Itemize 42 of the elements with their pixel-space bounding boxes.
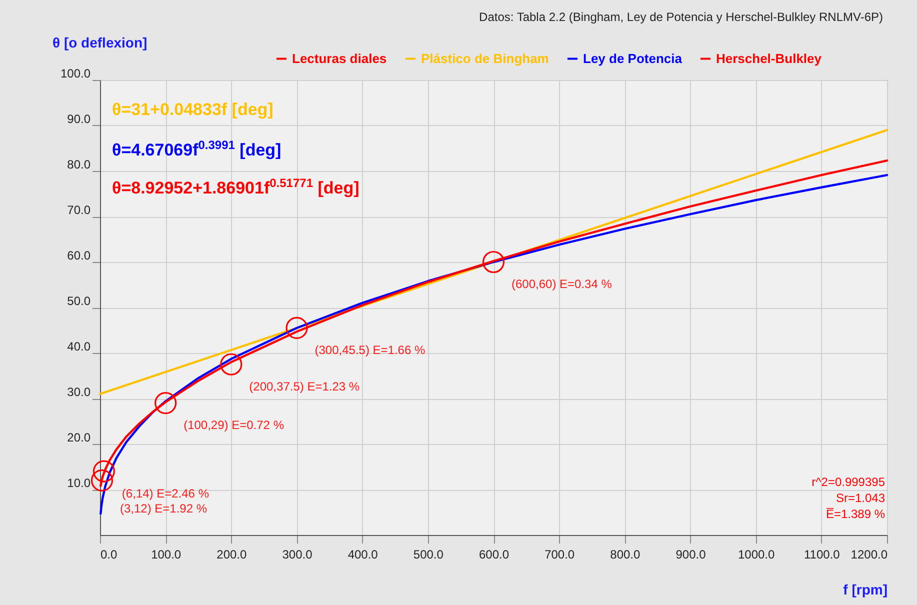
y-tick-label: 80.0 <box>67 158 91 172</box>
annotation: (200,37.5) E=1.23 % <box>249 379 360 394</box>
y-tick-label: 90.0 <box>67 112 91 126</box>
x-tick-label: 1100.0 <box>804 548 840 562</box>
annotation: θ=8.92952+1.86901f$^{0.51771}$ [deg] <box>112 176 360 199</box>
annotation: r^2=0.999395 <box>812 475 885 489</box>
annotation: (3,12) E=1.92 % <box>120 501 208 516</box>
annotation: (100,29) E=0.72 % <box>184 418 284 432</box>
x-tick-label: 500.0 <box>413 548 444 562</box>
x-tick-label: 800.0 <box>610 548 641 562</box>
legend-label: Lecturas diales <box>292 50 387 66</box>
x-tick-label: 1000.0 <box>738 548 776 562</box>
x-tick-label: 300.0 <box>282 548 313 562</box>
x-tick-label: 900.0 <box>676 548 706 562</box>
annotation: (6,14) E=2.46 % <box>122 486 210 500</box>
x-tick-label: 600.0 <box>478 548 510 562</box>
y-tick-label: 70.0 <box>67 203 91 217</box>
y-tick-label: 50.0 <box>67 294 91 308</box>
legend-label: Plástico de Bingham <box>421 50 549 66</box>
y-tick-label: 100.0 <box>60 66 91 80</box>
x-tick-label: 0.0 <box>100 548 118 562</box>
y-tick-label: 30.0 <box>67 385 91 399</box>
annotation: (600,60) E=0.34 % <box>512 277 612 291</box>
y-axis-title: θ [o deflexion] <box>52 34 148 50</box>
annotation: θ=31+0.04833f [deg] <box>112 100 274 120</box>
x-tick-label: 400.0 <box>348 548 378 562</box>
legend-label: Herschel-Bulkley <box>716 50 822 66</box>
y-tick-label: 10.0 <box>67 476 91 490</box>
annotation: θ=4.67069f$^{0.3991}$ [deg] <box>112 138 282 161</box>
annotation: E̅=1.389 % <box>826 507 885 521</box>
annotation: (300,45.5) E=1.66 % <box>314 342 426 357</box>
x-tick-label: 1200.0 <box>850 548 888 562</box>
x-tick-label: 200.0 <box>216 548 248 562</box>
x-tick-label: 100.0 <box>151 548 182 562</box>
chart-title: Datos: Tabla 2.2 (Bingham, Ley de Potencia y Herschel-Bulkley RNLMV-6P) <box>479 10 883 24</box>
y-tick-label: 20.0 <box>67 430 91 444</box>
x-tick-label: 700.0 <box>544 548 575 562</box>
annotation: Sr=1.043 <box>836 491 885 505</box>
y-tick-label: 40.0 <box>67 340 91 354</box>
legend-label: Ley de Potencia <box>583 50 683 66</box>
y-tick-label: 60.0 <box>67 248 91 262</box>
x-axis-title: f [rpm] <box>843 582 888 598</box>
